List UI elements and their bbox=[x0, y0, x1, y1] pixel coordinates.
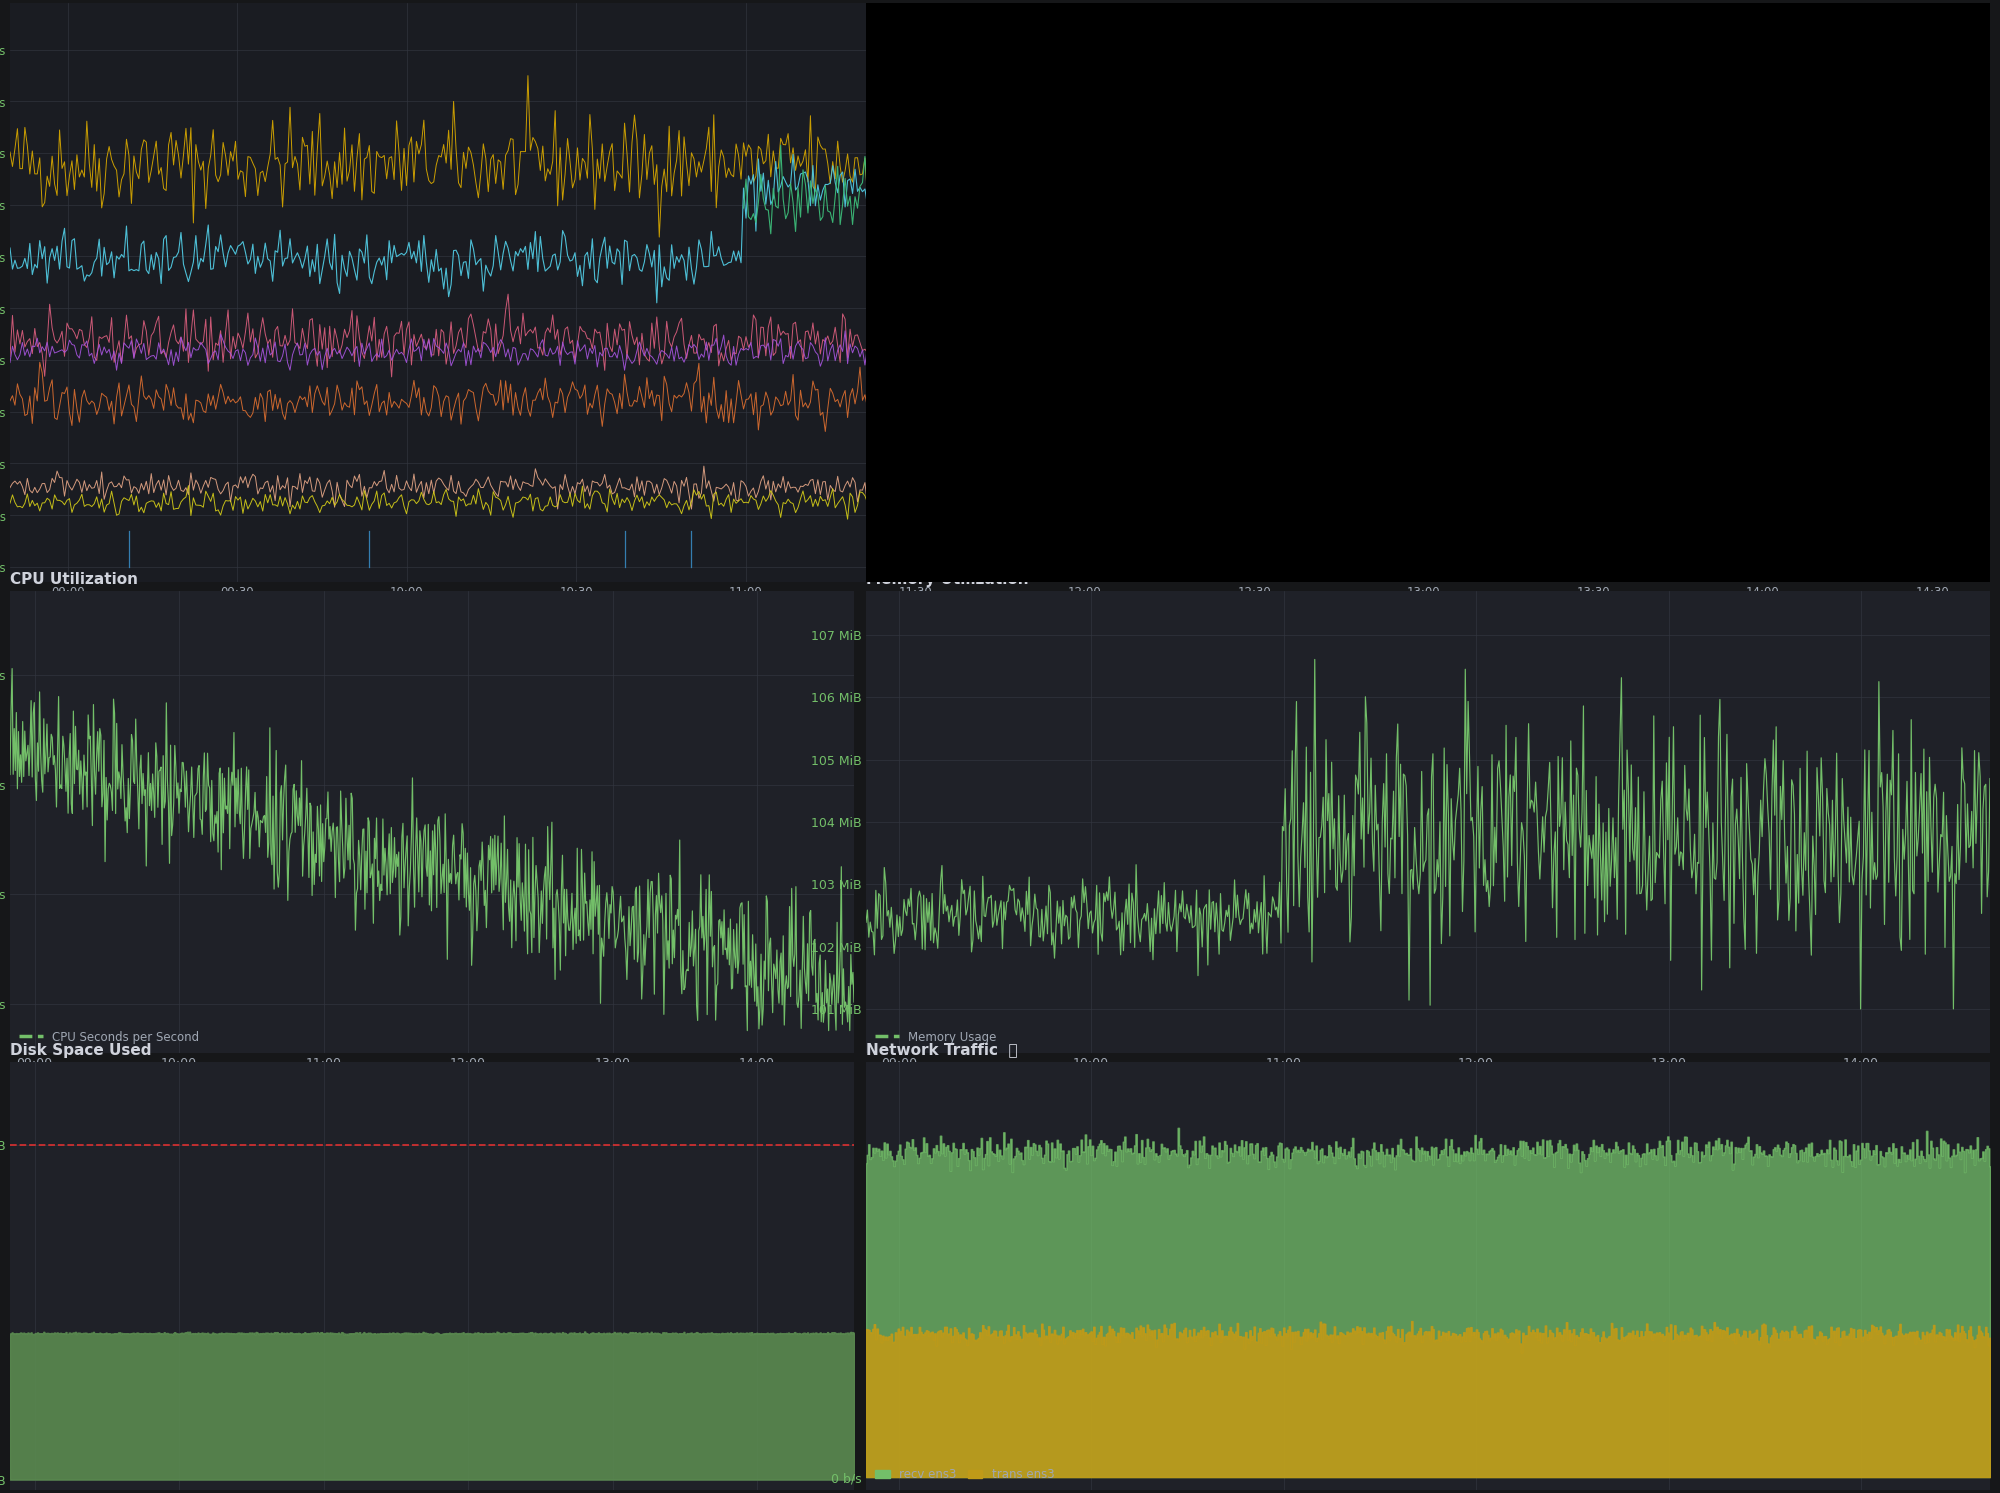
Text: Disk Space Used: Disk Space Used bbox=[10, 1042, 152, 1057]
Legend: CPU Seconds per Second: CPU Seconds per Second bbox=[16, 1027, 204, 1047]
Text: CPU Utilization: CPU Utilization bbox=[10, 572, 138, 587]
Legend: recv ens3, trans ens3: recv ens3, trans ens3 bbox=[872, 1465, 1058, 1484]
Text: Network Traffic  ⓘ: Network Traffic ⓘ bbox=[866, 1042, 1018, 1057]
Text: Memory Utilization: Memory Utilization bbox=[866, 572, 1028, 587]
Legend: Memory Usage: Memory Usage bbox=[872, 1027, 1000, 1047]
